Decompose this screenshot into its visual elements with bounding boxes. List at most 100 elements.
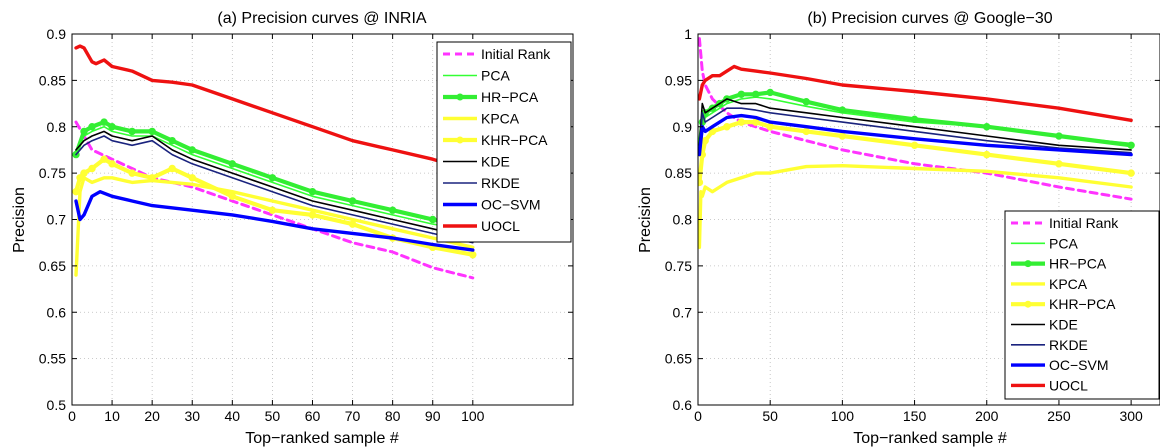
legend-entry: OC−SVM <box>1049 357 1109 373</box>
x-tick-label: 200 <box>975 408 999 424</box>
y-tick-label: 0.9 <box>47 26 67 42</box>
series-point <box>348 197 357 205</box>
legend-entry: PCA <box>481 68 510 84</box>
series-line-0 <box>698 37 1133 201</box>
series-point <box>910 115 919 124</box>
y-tick-label: 0.7 <box>673 304 693 320</box>
legend-entry: UOCL <box>481 218 520 234</box>
x-tick-label: 0 <box>68 408 76 424</box>
series-point <box>228 160 237 168</box>
series-point <box>80 127 88 136</box>
series-point <box>128 169 136 177</box>
series-point <box>148 127 156 136</box>
legend-entry: OC−SVM <box>481 197 541 213</box>
x-tick-label: 60 <box>305 408 321 424</box>
series-group <box>72 44 477 280</box>
y-tick-label: 0.9 <box>673 119 693 135</box>
series-point <box>168 164 176 173</box>
series-point <box>1127 169 1135 177</box>
legend-entry: HR−PCA <box>481 89 539 105</box>
y-tick-label: 0.65 <box>665 351 692 367</box>
legend-entry: KPCA <box>481 111 520 127</box>
legend-marker <box>456 93 464 101</box>
legend-marker <box>456 136 464 144</box>
legend-entry: KHR−PCA <box>1049 296 1116 312</box>
chart-b: 0 50 100 150 200 250 300 0.6 0.65 0.7 0.75 0.8 0.85 0… <box>637 10 1160 447</box>
y-tick-label: 0.8 <box>47 119 67 135</box>
series-point <box>348 220 357 228</box>
series-point <box>80 169 88 177</box>
series-point <box>308 211 317 219</box>
y-tick-label: 1 <box>684 26 692 42</box>
y-axis-label: Precision <box>637 187 654 253</box>
x-axis-label: Top−ranked sample # <box>853 430 1007 447</box>
x-tick-label: 150 <box>903 408 927 424</box>
legend-entry: KDE <box>1049 317 1078 333</box>
x-tick-label: 0 <box>694 408 702 424</box>
legend-entry: RKDE <box>1049 337 1088 353</box>
legend-entry: Initial Rank <box>481 46 551 62</box>
legend-entry: Initial Rank <box>1049 215 1119 231</box>
legend-entry: KHR−PCA <box>481 132 548 148</box>
series-point <box>388 206 397 214</box>
series-line-7 <box>698 113 1133 157</box>
legend-entry: UOCL <box>1049 377 1088 393</box>
series-point <box>128 127 136 136</box>
series-point <box>698 178 704 187</box>
series-point <box>723 123 731 131</box>
y-tick-label: 0.75 <box>665 258 692 274</box>
series-line-8 <box>74 44 475 174</box>
series-point <box>268 206 277 214</box>
legend-entry: HR−PCA <box>1049 256 1107 272</box>
x-tick-label: 100 <box>831 408 855 424</box>
x-tick-label: 50 <box>265 408 281 424</box>
y-tick-label: 0.6 <box>47 304 67 320</box>
y-tick-label: 0.95 <box>665 72 692 88</box>
series-point <box>148 174 156 182</box>
y-axis-label: Precision <box>11 187 28 253</box>
x-tick-label: 20 <box>144 408 160 424</box>
legend-entry: KDE <box>481 154 510 170</box>
series-point <box>838 106 847 114</box>
series-point <box>838 132 847 140</box>
series-point <box>910 141 919 150</box>
y-tick-label: 0.6 <box>673 397 693 413</box>
chart-a: 0 10 20 30 40 50 60 70 80 90 100 0.5 0.55 0.6 0.65 0.7 0… <box>11 10 574 447</box>
series-point <box>100 118 108 126</box>
series-point <box>469 251 477 259</box>
y-tick-label: 0.7 <box>47 212 67 228</box>
series-point <box>108 160 116 168</box>
chart-title: (b) Precision curves @ Google−30 <box>807 10 1052 27</box>
x-tick-label: 70 <box>345 408 361 424</box>
series-point <box>737 90 746 98</box>
series-point <box>766 123 774 131</box>
x-tick-label: 10 <box>104 408 120 424</box>
series-line-5 <box>75 130 474 239</box>
y-tick-label: 0.5 <box>47 397 67 413</box>
legend-entry: RKDE <box>481 175 520 191</box>
series-point <box>88 164 96 173</box>
series-point <box>701 136 709 145</box>
series-point <box>802 127 810 136</box>
legend: Initial Rank PCA HR−PCA KPCA KHR−PCA KDE RKDE O… <box>436 41 572 243</box>
x-tick-label: 40 <box>225 408 241 424</box>
x-tick-label: 30 <box>184 408 200 424</box>
series-line-5 <box>698 98 1132 151</box>
x-tick-label: 80 <box>385 408 401 424</box>
series-point <box>983 150 991 159</box>
series-line-7 <box>74 189 475 252</box>
y-tick-label: 0.8 <box>673 212 693 228</box>
series-line-0 <box>74 120 475 280</box>
x-tick-label: 250 <box>1047 408 1071 424</box>
chart-title: (a) Precision curves @ INRIA <box>217 10 427 27</box>
legend-entry: KPCA <box>1049 276 1088 292</box>
series-point <box>983 123 991 131</box>
series-point <box>752 90 760 98</box>
x-tick-label: 90 <box>425 408 441 424</box>
series-point <box>228 192 237 201</box>
series-line-3 <box>74 176 475 277</box>
series-point <box>168 136 176 145</box>
y-tick-label: 0.65 <box>39 258 66 274</box>
series-point <box>188 174 196 182</box>
series-line-8 <box>698 64 1133 123</box>
